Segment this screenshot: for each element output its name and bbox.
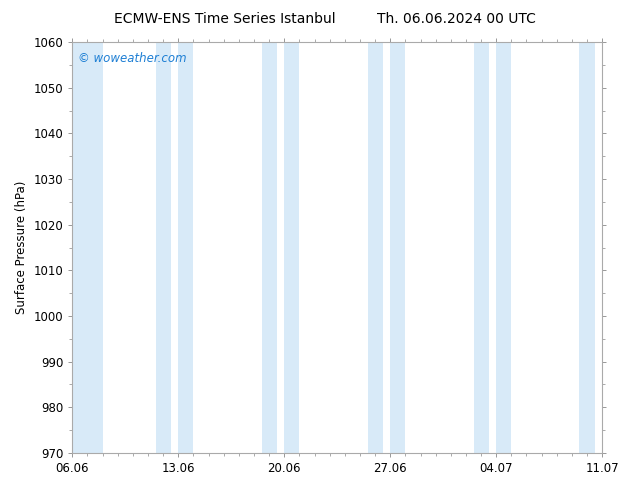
Bar bbox=[496, 42, 512, 453]
Bar bbox=[474, 42, 489, 453]
Bar bbox=[579, 42, 595, 453]
Text: © woweather.com: © woweather.com bbox=[77, 52, 186, 65]
Bar bbox=[284, 42, 299, 453]
Bar bbox=[72, 42, 103, 453]
Text: ECMW-ENS Time Series Istanbul: ECMW-ENS Time Series Istanbul bbox=[114, 12, 336, 26]
Bar bbox=[262, 42, 276, 453]
Bar bbox=[368, 42, 383, 453]
Bar bbox=[178, 42, 193, 453]
Y-axis label: Surface Pressure (hPa): Surface Pressure (hPa) bbox=[15, 181, 28, 314]
Text: Th. 06.06.2024 00 UTC: Th. 06.06.2024 00 UTC bbox=[377, 12, 536, 26]
Bar bbox=[155, 42, 171, 453]
Bar bbox=[391, 42, 405, 453]
